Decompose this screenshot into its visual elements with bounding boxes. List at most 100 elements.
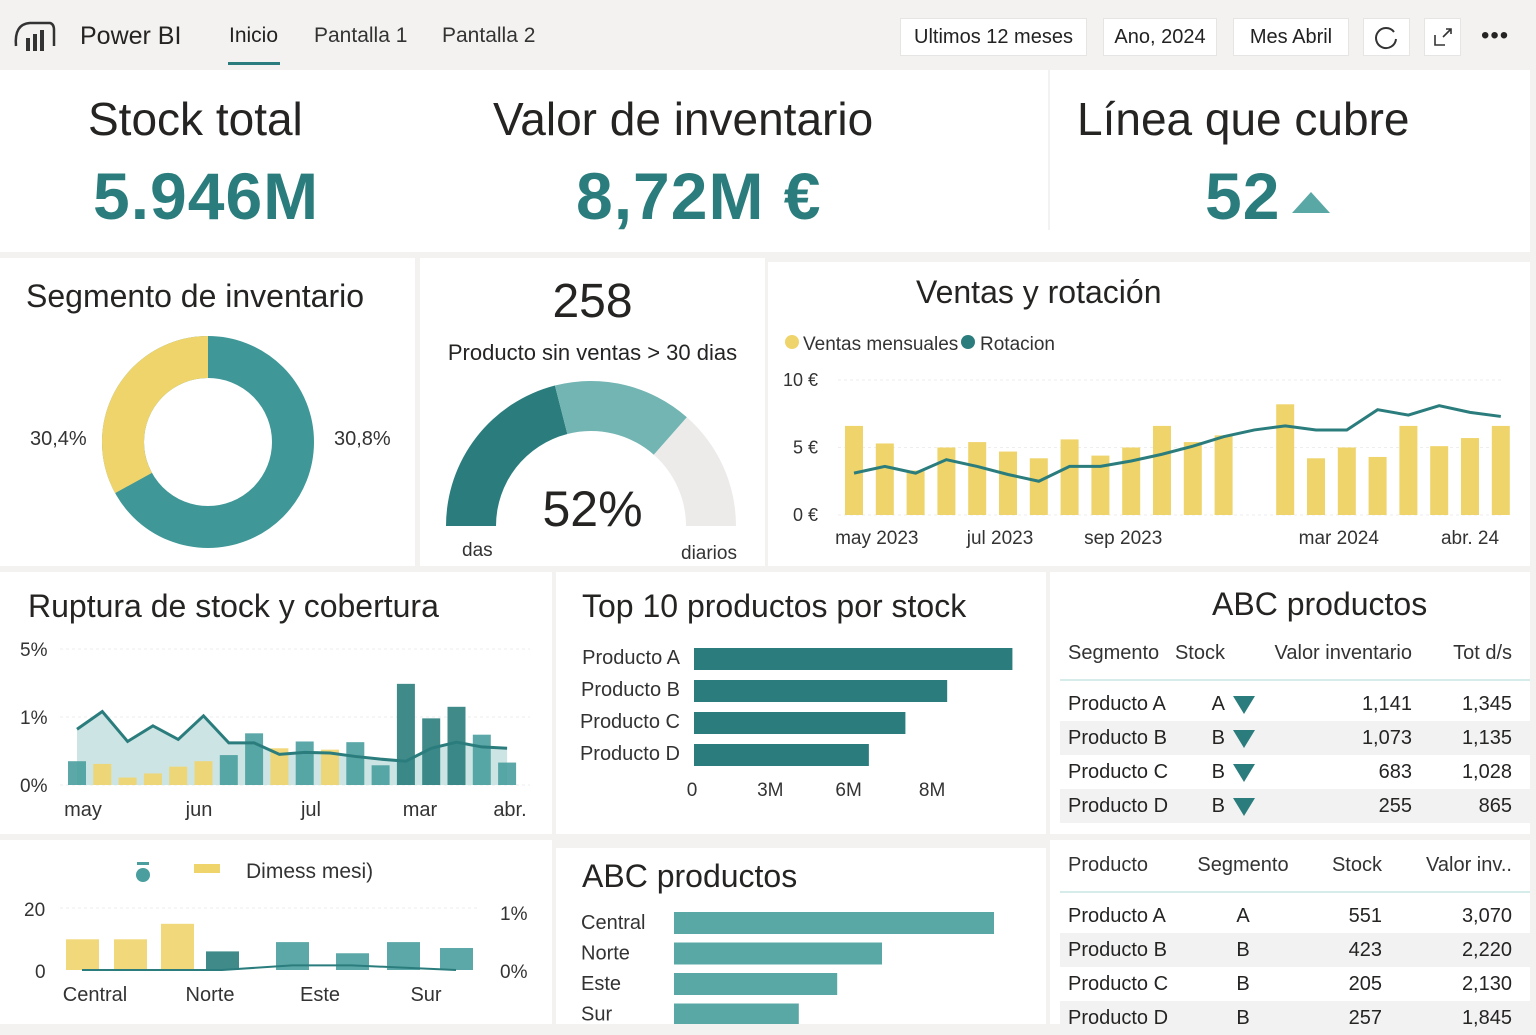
column-header[interactable]: Tot d/s — [1453, 642, 1512, 664]
column-header[interactable]: Producto — [1068, 854, 1149, 876]
rotacion-line — [853, 404, 1501, 483]
refresh-button[interactable] — [1363, 18, 1410, 56]
ruptura-title: Ruptura de stock y cobertura — [28, 588, 439, 624]
ventas-bar — [1153, 425, 1171, 515]
ventas-bar — [906, 470, 925, 515]
trend-down-icon — [1233, 696, 1255, 714]
column-header[interactable]: Segmento — [1197, 854, 1289, 876]
abc-bar — [674, 973, 838, 995]
more-options-icon[interactable]: ••• — [1481, 22, 1510, 49]
ruptura-bar — [118, 777, 137, 785]
abc-bar — [674, 942, 882, 965]
table-cell: 423 — [1348, 939, 1382, 961]
active-tab-indicator — [228, 62, 280, 65]
y2-tick-label: 1% — [500, 904, 528, 925]
header-divider — [1060, 891, 1530, 893]
donut-yellow-slice — [102, 336, 314, 548]
expand-icon — [1433, 28, 1452, 46]
ruptura-bar — [346, 742, 365, 785]
table-cell: Producto A — [1068, 693, 1166, 715]
expand-button[interactable] — [1424, 18, 1461, 56]
tab-pantalla-1[interactable]: Pantalla 1 — [314, 24, 408, 47]
category-label: Norte — [581, 943, 630, 965]
donut-chart — [102, 336, 314, 548]
divider — [1048, 70, 1050, 230]
x-tick-label: Este — [300, 984, 340, 1006]
ruptura-bar — [321, 749, 339, 785]
gauge-segment — [446, 385, 568, 526]
table-row[interactable]: Producto D B 257 1,845 — [1060, 1001, 1530, 1035]
legend-label: Dimess mesi) — [246, 860, 373, 883]
segmento-card: Segmento de inventario 30,4% 30,8% — [0, 258, 415, 566]
gauge-chart — [446, 381, 736, 526]
x-tick-label: mar — [403, 799, 438, 821]
tab-inicio[interactable]: Inicio — [229, 24, 279, 47]
kpi-linea-value: 52 — [1205, 159, 1281, 233]
filter-month[interactable]: Mes Abril — [1233, 18, 1349, 56]
column-header[interactable]: Valor inv.. — [1426, 854, 1512, 876]
filter-period[interactable]: Ultimos 12 meses — [900, 18, 1087, 56]
table-cell: 551 — [1348, 905, 1382, 927]
table-row[interactable]: Producto C B 683 1,028 — [1060, 755, 1530, 789]
ruptura-bar — [169, 766, 188, 785]
top10-bar — [694, 648, 1013, 670]
top10-bar — [694, 680, 948, 702]
table-row[interactable]: Producto B B 1,073 1,135 — [1060, 721, 1530, 755]
segmento-title: Segmento de inventario — [26, 278, 364, 314]
table-row[interactable]: Producto D B 255 865 — [1060, 789, 1530, 823]
column-header[interactable]: Stock — [1174, 642, 1225, 664]
table-row[interactable]: Producto C B 205 2,130 — [1060, 967, 1530, 1001]
table-cell: 255 — [1378, 795, 1412, 817]
ventas-bar — [875, 443, 894, 515]
product-table: Producto Segmento Stock Valor inv.. Producto… — [1060, 850, 1530, 1035]
y-tick-label: 1% — [20, 708, 48, 729]
ruptura-bar — [270, 748, 289, 785]
category-label: Producto D — [580, 743, 680, 765]
category-label: Producto A — [582, 647, 681, 669]
refresh-icon — [1374, 27, 1397, 50]
table-cell: A — [1236, 905, 1250, 927]
table-cell: Producto B — [1068, 939, 1167, 961]
ruptura-chart: 5% 1% 0% may jun jul mar abr. — [20, 640, 530, 821]
kpi-linea-title: Línea que cubre — [1077, 93, 1410, 145]
ruptura-bar — [422, 718, 441, 785]
legend-rotacion-label: Rotacion — [980, 334, 1055, 355]
x-tick-label: 3M — [757, 780, 783, 801]
ruptura-bar — [371, 765, 390, 785]
y-tick-label: 10 € — [783, 370, 818, 390]
ventas-bar — [1214, 435, 1233, 515]
x-tick-label: may — [64, 799, 102, 821]
table-row[interactable]: Producto A A 1,141 1,345 — [1060, 687, 1530, 721]
abc-bars-title: ABC productos — [582, 858, 798, 894]
x-tick-label: Central — [63, 984, 127, 1006]
donut-left-label: 30,4% — [30, 428, 87, 450]
combo-bar — [66, 939, 99, 970]
ventas-bar — [999, 451, 1017, 515]
column-header[interactable]: Segmento — [1068, 642, 1160, 664]
abc-table-title: ABC productos — [1212, 586, 1428, 622]
gauge-max-label: diarios — [681, 543, 737, 564]
category-label: Central — [581, 912, 645, 934]
ventas-bar — [1491, 425, 1510, 515]
ruptura-bar — [194, 761, 213, 785]
x-tick-label: Sur — [410, 984, 441, 1006]
combo-bar — [387, 942, 420, 970]
y2-tick-label: 0% — [500, 962, 528, 983]
ventas-bar — [845, 425, 863, 515]
table-row[interactable]: Producto B B 423 2,220 — [1060, 933, 1530, 967]
x-tick-label: 6M — [835, 780, 861, 801]
x-tick-label: may 2023 — [835, 528, 918, 549]
filter-year[interactable]: Ano, 2024 — [1103, 18, 1217, 56]
ruptura-card: Ruptura de stock y cobertura 5% 1% 0% may ju… — [0, 572, 552, 834]
no-sales-count: 258 — [552, 275, 633, 328]
abc-table-card: ABC productos Segmento Stock Valor inventa… — [1050, 572, 1530, 834]
tab-pantalla-2[interactable]: Pantalla 2 — [442, 24, 536, 47]
column-header[interactable]: Valor inventario — [1274, 642, 1412, 664]
table-cell: 1,135 — [1461, 727, 1512, 749]
column-header[interactable]: Stock — [1331, 854, 1382, 876]
table-row[interactable]: Producto A A 551 3,070 — [1060, 899, 1530, 933]
ruptura-bar — [447, 706, 466, 785]
y-tick-label: 0% — [20, 776, 48, 797]
table-cell: 865 — [1478, 795, 1512, 817]
abc-bars-chart: Central Norte Este Sur — [581, 912, 994, 1024]
